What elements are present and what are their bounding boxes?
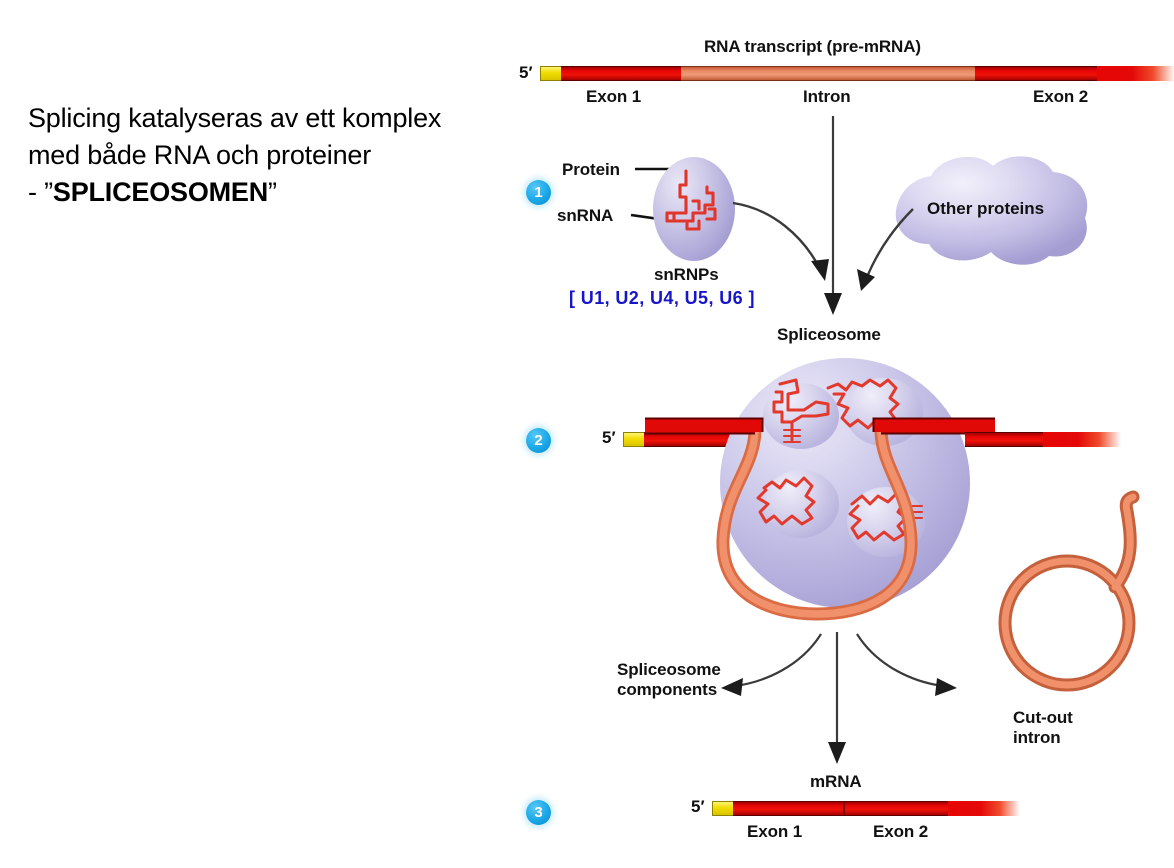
cut-out-intron-line1: Cut-out — [1013, 708, 1073, 727]
snrnps-label: snRNPs — [654, 265, 719, 284]
slide-caption: Splicing katalyseras av ett komplex med … — [28, 100, 498, 211]
cut-out-intron-label: Cut-out intron — [1013, 708, 1133, 747]
splicing-diagram: RNA transcript (pre-mRNA) 5′ Exon 1 Intr… — [505, 0, 1174, 868]
other-proteins-blob: Other proteins — [895, 156, 1088, 265]
cut-out-intron-lariat — [998, 490, 1140, 692]
step-2-badge: 2 — [526, 428, 551, 453]
step2-exon2-fade — [1043, 432, 1121, 447]
spliceosome-sphere — [720, 358, 970, 608]
caption-emphasis: SPLICEOSOMEN — [52, 176, 269, 207]
other-proteins-text: Other proteins — [927, 199, 1044, 218]
mrna-exon2-fade — [948, 801, 1020, 816]
caption-line-1: Splicing katalyseras av ett komplex — [28, 103, 442, 133]
spliceosome-components-line1: Spliceosome — [617, 660, 721, 679]
step-3-badge: 3 — [526, 800, 551, 825]
step-1-badge: 1 — [526, 180, 551, 205]
rna-transcript-title: RNA transcript (pre-mRNA) — [704, 37, 921, 56]
caption-quote-close: ” — [268, 176, 277, 207]
transcript-exon2-fade — [1097, 66, 1174, 81]
step2-5prime-label: 5′ — [602, 428, 616, 447]
snrnp-to-spliceosome-arrow — [732, 201, 829, 281]
cut-out-intron-line2: intron — [1013, 727, 1061, 747]
spliceosome-label: Spliceosome — [777, 325, 881, 344]
snrna-label: snRNA — [557, 206, 614, 225]
caption-line-3: - ”SPLICEOSOMEN” — [28, 174, 498, 211]
step3-5prime-cap — [712, 801, 735, 816]
spliceosome-components-label: Spliceosome components — [617, 660, 752, 699]
transcript-exon2-label: Exon 2 — [1033, 87, 1089, 106]
snrna-strand-icon — [665, 169, 717, 231]
snrnp-particle — [653, 157, 735, 261]
mrna-exon2-label: Exon 2 — [873, 822, 929, 841]
mrna-exon2-bar — [845, 801, 950, 816]
caption-dash: - ” — [28, 176, 53, 207]
transcript-exon1-label: Exon 1 — [586, 87, 642, 106]
mrna-exon1-bar — [733, 801, 843, 816]
transcript-exon2-bar — [975, 66, 1100, 81]
transcript-to-spliceosome-arrow — [824, 116, 842, 315]
transcript-exon1-bar — [561, 66, 683, 81]
step3-5prime-label: 5′ — [691, 797, 705, 816]
transcript-5prime-label: 5′ — [519, 63, 533, 82]
mrna-exon-junction — [843, 801, 845, 816]
transcript-5prime-cap — [540, 66, 563, 81]
mrna-exon1-label: Exon 1 — [747, 822, 803, 841]
mrna-label: mRNA — [810, 772, 862, 791]
step2-exon2-bar — [965, 432, 1047, 447]
spliceosome-components-line2: components — [617, 679, 718, 699]
transcript-intron-label: Intron — [803, 87, 851, 106]
caption-line-2: med både RNA och proteiner — [28, 139, 372, 170]
other-proteins-to-spliceosome-arrow — [857, 208, 914, 291]
snrnp-u-list: [ U1, U2, U4, U5, U6 ] — [569, 288, 755, 308]
transcript-intron-bar — [681, 66, 977, 81]
protein-label: Protein — [562, 160, 620, 179]
intron-loop-path — [645, 417, 995, 621]
step2-output-arrows — [721, 632, 957, 764]
